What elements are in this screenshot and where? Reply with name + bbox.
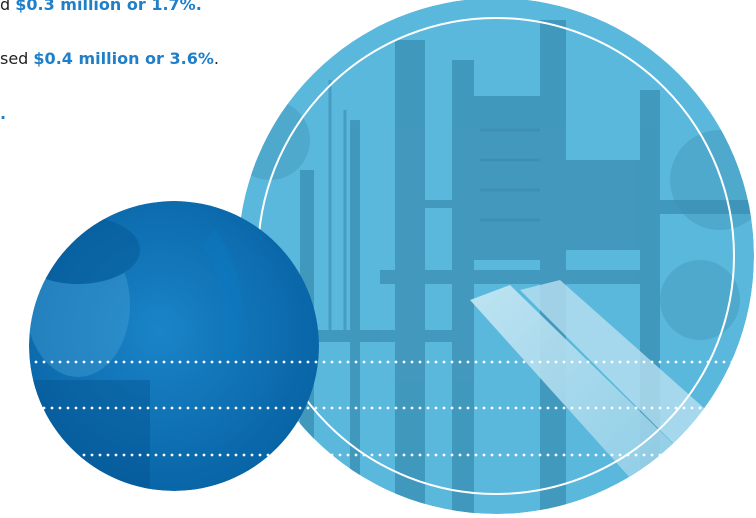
rails bbox=[328, 80, 540, 330]
portrait-photo-circle bbox=[29, 201, 319, 491]
small-circle-fill bbox=[29, 201, 319, 491]
playground-structure bbox=[300, 20, 754, 514]
slide bbox=[470, 280, 740, 500]
dotted-lines bbox=[2, 360, 754, 457]
text-line-3: . bbox=[0, 104, 7, 123]
text-line-2: sed $0.4 million or 3.6%. bbox=[0, 49, 219, 68]
playground-photo-circle bbox=[238, 0, 754, 514]
text-line-1: d $0.3 million or 1.7%. bbox=[0, 0, 202, 14]
